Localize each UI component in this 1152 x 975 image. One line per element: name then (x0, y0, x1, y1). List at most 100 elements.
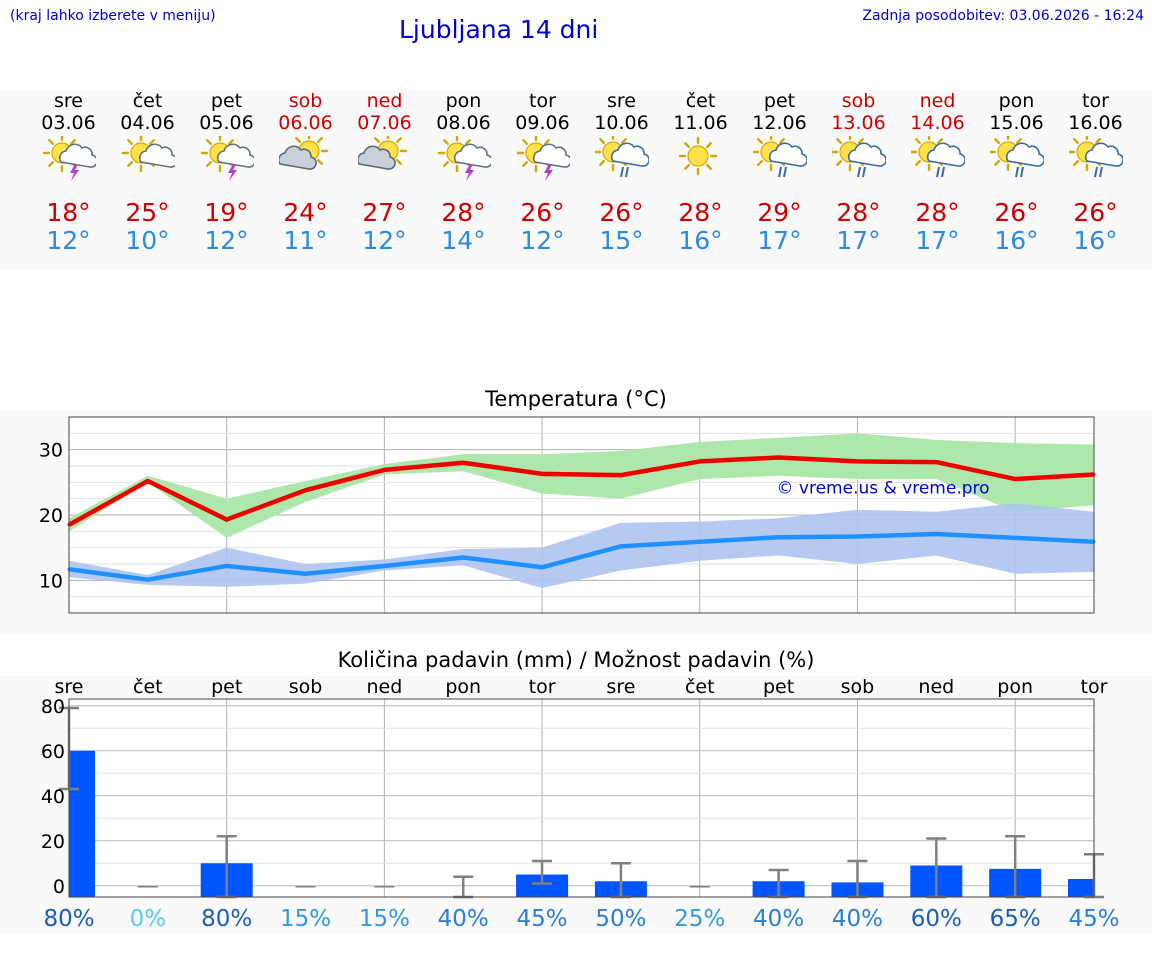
day-column: čet 04.06 25° 10° (108, 90, 187, 270)
precip-probability: 40% (438, 906, 489, 932)
max-temp-point (304, 488, 308, 492)
day-label: sob (289, 676, 323, 698)
min-temp-point (382, 564, 386, 568)
day-name: ned (366, 90, 403, 112)
day-column: ned 07.06 27° 12° (345, 90, 424, 270)
plot-frame (68, 416, 1095, 614)
day-date: 03.06 (41, 112, 96, 134)
day-date: 16.06 (1068, 112, 1123, 134)
day-date: 11.06 (673, 112, 728, 134)
day-column: pon 15.06 26° 16° (977, 90, 1056, 270)
sun-rain-icon (753, 136, 807, 178)
day-name: pon (445, 90, 482, 112)
temp-min: 12° (362, 226, 407, 255)
temp-max: 29° (757, 198, 802, 227)
day-date: 08.06 (436, 112, 491, 134)
day-date: 13.06 (831, 112, 886, 134)
temp-min: 12° (520, 226, 565, 255)
day-name: sob (288, 90, 323, 112)
day-label: sre (55, 676, 84, 698)
day-label: pon (997, 676, 1033, 698)
cloud-sun-icon (279, 136, 329, 171)
day-date: 09.06 (515, 112, 570, 134)
precip-probability: 40% (832, 906, 883, 932)
precip-probability: 65% (990, 906, 1041, 932)
max-temp-point (382, 468, 386, 472)
sun-icon (678, 136, 718, 176)
min-temp-point (225, 564, 229, 568)
sun-rain-icon (595, 136, 649, 178)
precip-chart-title: Količina padavin (mm) / Možnost padavin … (337, 648, 815, 672)
max-temp-line (67, 455, 1095, 527)
temperature-chart-title: Temperatura (°C) (485, 387, 667, 411)
max-temp-point (698, 459, 702, 463)
error-bar (532, 859, 553, 885)
day-column: pon 08.06 28° 14° (424, 90, 503, 270)
day-name: sob (841, 90, 876, 112)
min-temp-range-band (69, 503, 1094, 589)
sun-rain-icon (832, 136, 886, 178)
precip-probability: 40% (753, 906, 804, 932)
day-column: sre 10.06 26° 15° (582, 90, 661, 270)
max-temp-point (934, 460, 938, 464)
min-temp-line (68, 531, 1095, 582)
temp-max: 26° (994, 198, 1039, 227)
location-hint: (kraj lahko izberete v meniju) (10, 8, 216, 24)
temp-max: 27° (362, 198, 407, 227)
temp-max: 18° (46, 198, 91, 227)
day-name: tor (529, 90, 556, 112)
temp-min: 14° (441, 226, 486, 255)
day-name: tor (1082, 90, 1109, 112)
temp-max: 28° (441, 198, 486, 227)
day-label: čet (133, 676, 163, 698)
temp-min: 12° (46, 226, 91, 255)
min-temp-point (1013, 536, 1017, 540)
precip-probability: 25% (674, 906, 725, 932)
day-label: pon (445, 676, 481, 698)
precip-probability: 15% (280, 906, 331, 932)
precip-probability: 80% (201, 906, 252, 932)
day-date: 07.06 (357, 112, 412, 134)
day-name: pon (998, 90, 1035, 112)
max-temp-point (146, 479, 150, 483)
day-column: tor 16.06 26° 16° (1056, 90, 1135, 270)
sun-rain-icon (911, 136, 965, 178)
day-column: pet 05.06 19° 12° (187, 90, 266, 270)
day-date: 12.06 (752, 112, 807, 134)
day-label: ned (918, 676, 954, 698)
precip-probability: 60% (911, 906, 962, 932)
temp-min: 17° (915, 226, 960, 255)
spacer (0, 270, 1152, 366)
day-column: sob 06.06 24° 11° (266, 90, 345, 270)
sun-rain-icon (990, 136, 1044, 178)
min-temp-point (146, 578, 150, 582)
day-date: 10.06 (594, 112, 649, 134)
day-name: sre (54, 90, 83, 112)
precip-probability: 50% (595, 906, 646, 932)
precip-probability: 80% (43, 906, 94, 932)
y-tick-label: 80 (41, 696, 65, 718)
max-temp-point (1013, 477, 1017, 481)
day-column: tor 09.06 26° 12° (503, 90, 582, 270)
last-updated: Zadnja posodobitev: 03.06.2026 - 16:24 (862, 8, 1144, 24)
temp-max: 26° (599, 198, 644, 227)
day-column: sob 13.06 28° 17° (819, 90, 898, 270)
temp-max: 25° (125, 198, 170, 227)
cloud-sun-icon (358, 136, 408, 171)
y-tick-label: 0 (53, 876, 65, 898)
temp-min: 15° (599, 226, 644, 255)
day-label: čet (685, 676, 715, 698)
day-label: tor (529, 676, 556, 698)
day-label: tor (1081, 676, 1108, 698)
precip-probability: 0% (130, 906, 167, 932)
max-temp-point (461, 461, 465, 465)
temp-max: 28° (836, 198, 881, 227)
precip-probability: 15% (359, 906, 410, 932)
y-tick-label: 20 (41, 831, 65, 853)
min-temp-point (934, 532, 938, 536)
day-name: čet (132, 90, 163, 112)
y-tick-label: 60 (41, 741, 65, 763)
temp-max: 28° (678, 198, 723, 227)
min-temp-point (461, 555, 465, 559)
day-column: pet 12.06 29° 17° (740, 90, 819, 270)
